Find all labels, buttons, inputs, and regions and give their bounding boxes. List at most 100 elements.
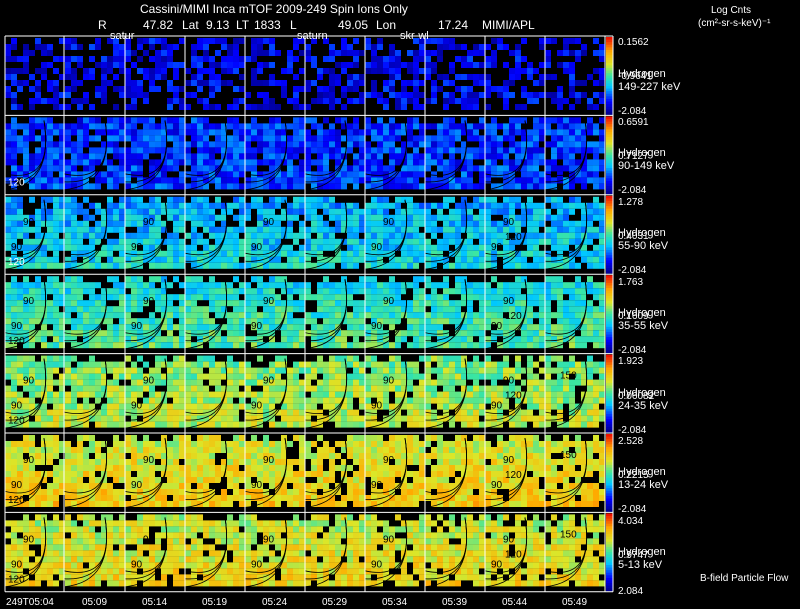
heatmap-cell	[107, 68, 113, 74]
heatmap-cell	[29, 409, 35, 416]
heatmap-cell	[341, 220, 347, 227]
heatmap-cell	[413, 38, 419, 44]
heatmap-cell	[215, 171, 221, 178]
heatmap-cell	[263, 391, 269, 398]
heatmap-cell	[581, 282, 587, 289]
heatmap-cell	[41, 177, 47, 184]
heatmap-cell	[23, 288, 29, 295]
heatmap-cell	[467, 288, 473, 295]
heatmap-cell	[365, 202, 371, 209]
heatmap-cell	[17, 282, 23, 289]
heatmap-cell	[11, 421, 17, 428]
heatmap-cell	[5, 141, 11, 148]
colorbar-segment	[606, 229, 613, 233]
heatmap-cell	[203, 129, 209, 136]
heatmap-cell	[215, 80, 221, 86]
heatmap-cell	[347, 250, 353, 257]
heatmap-cell	[521, 330, 527, 337]
heatmap-cell	[197, 336, 203, 343]
heatmap-cell	[425, 214, 431, 221]
heatmap-cell	[389, 232, 395, 239]
heatmap-cell	[413, 226, 419, 233]
heatmap-cell	[299, 208, 305, 215]
heatmap-cell	[245, 165, 251, 172]
heatmap-cell	[239, 361, 245, 368]
heatmap-cell	[59, 262, 65, 269]
heatmap-cell	[281, 147, 287, 154]
heatmap-cell	[185, 159, 191, 166]
heatmap-cell	[455, 177, 461, 184]
heatmap-cell	[215, 74, 221, 80]
heatmap-cell	[137, 129, 143, 136]
heatmap-cell	[269, 159, 275, 166]
heatmap-cell	[377, 44, 383, 50]
heatmap-cell	[371, 183, 377, 190]
heatmap-cell	[161, 208, 167, 215]
heatmap-cell	[239, 196, 245, 203]
heatmap-cell	[413, 220, 419, 227]
heatmap-cell	[11, 318, 17, 325]
heatmap-cell	[281, 324, 287, 331]
heatmap-cell	[437, 373, 443, 380]
heatmap-cell	[467, 250, 473, 257]
heatmap-cell	[167, 62, 173, 68]
heatmap-cell	[227, 62, 233, 68]
heatmap-cell	[155, 330, 161, 337]
heatmap-cell	[407, 409, 413, 416]
heatmap-cell	[263, 403, 269, 410]
heatmap-cell	[155, 342, 161, 349]
heatmap-cell	[11, 336, 17, 343]
heatmap-cell	[539, 409, 545, 416]
heatmap-cell	[149, 282, 155, 289]
heatmap-cell	[581, 300, 587, 307]
heatmap-cell	[443, 397, 449, 404]
heatmap-cell	[215, 38, 221, 44]
heatmap-cell	[443, 196, 449, 203]
heatmap-cell	[431, 391, 437, 398]
heatmap-cell	[443, 183, 449, 190]
heatmap-cell	[17, 147, 23, 154]
heatmap-cell	[317, 244, 323, 251]
heatmap-cell	[167, 147, 173, 154]
heatmap-cell	[269, 141, 275, 148]
heatmap-cell	[467, 214, 473, 221]
heatmap-cell	[23, 244, 29, 251]
heatmap-cell	[161, 159, 167, 166]
heatmap-cell	[293, 196, 299, 203]
heatmap-cell	[47, 361, 53, 368]
heatmap-cell	[389, 342, 395, 349]
heatmap-cell	[233, 38, 239, 44]
heatmap-cell	[281, 171, 287, 178]
heatmap-cell	[23, 123, 29, 130]
heatmap-cell	[245, 135, 251, 142]
heatmap-cell	[47, 421, 53, 428]
heatmap-cell	[71, 336, 77, 343]
heatmap-cell	[263, 385, 269, 392]
heatmap-cell	[95, 312, 101, 319]
heatmap-cell	[341, 177, 347, 184]
heatmap-cell	[479, 324, 485, 331]
colorbar-segment	[606, 86, 613, 90]
heatmap-cell	[239, 336, 245, 343]
heatmap-cell	[509, 141, 515, 148]
heatmap-cell	[209, 129, 215, 136]
heatmap-cell	[125, 80, 131, 86]
heatmap-cell	[461, 294, 467, 301]
heatmap-cell	[533, 262, 539, 269]
heatmap-cell	[371, 312, 377, 319]
heatmap-cell	[419, 141, 425, 148]
heatmap-cell	[527, 238, 533, 245]
heatmap-cell	[299, 117, 305, 124]
heatmap-cell	[521, 300, 527, 307]
heatmap-cell	[599, 262, 605, 269]
heatmap-cell	[179, 98, 185, 104]
heatmap-cell	[101, 379, 107, 386]
heatmap-cell	[173, 62, 179, 68]
heatmap-cell	[269, 238, 275, 245]
colorbar-segment	[606, 319, 613, 323]
heatmap-cell	[233, 250, 239, 257]
heatmap-cell	[461, 74, 467, 80]
heatmap-cell	[251, 50, 257, 56]
heatmap-cell	[467, 208, 473, 215]
heatmap-cell	[245, 288, 251, 295]
